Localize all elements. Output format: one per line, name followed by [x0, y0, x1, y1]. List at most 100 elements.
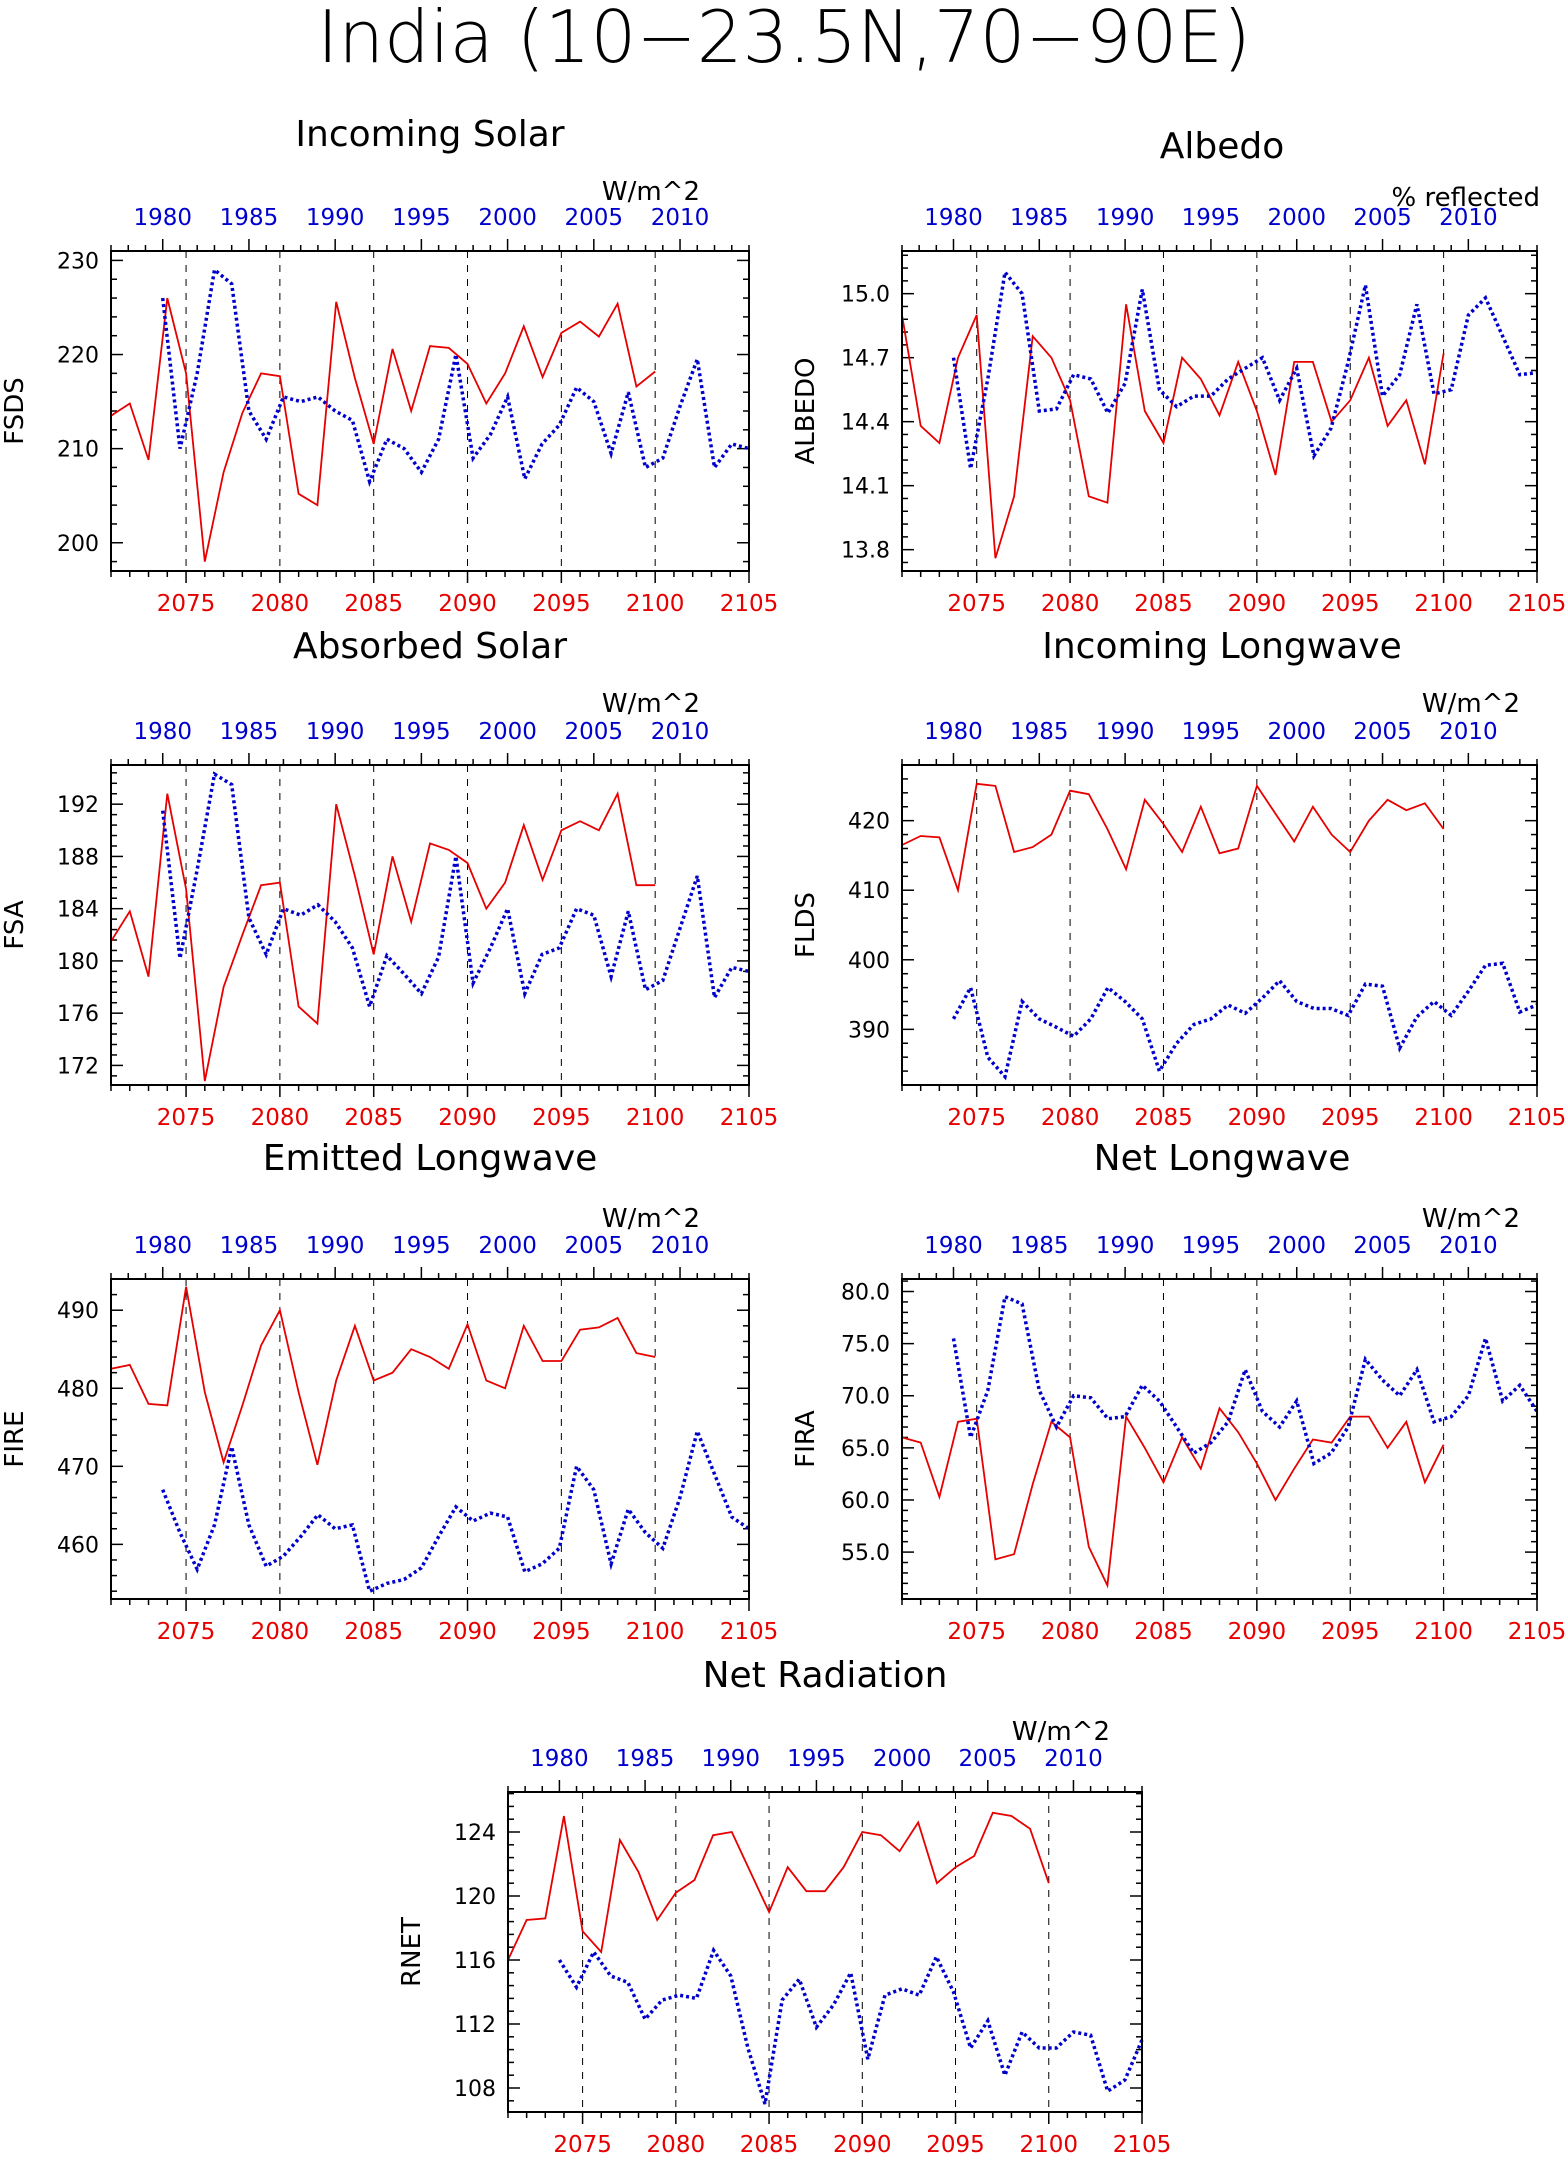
x-tick-label: 2080	[251, 1105, 310, 1131]
historical-series-line	[951, 961, 1538, 1081]
panel-title: Incoming Longwave	[1042, 626, 1402, 667]
plot-frame	[110, 764, 750, 1086]
x-top-tick-label: 1980	[133, 205, 192, 231]
x-tick-label: 2075	[157, 591, 216, 617]
x-top-tick-label: 1980	[924, 205, 983, 231]
x-top-tick-label: 1985	[220, 719, 279, 745]
plot-frame	[110, 250, 750, 572]
y-axis-label: RNET	[397, 1917, 427, 1987]
x-top-tick-label: 2005	[1353, 1233, 1412, 1259]
x-top-tick-label: 1990	[306, 719, 365, 745]
y-tick-label: 420	[848, 810, 890, 835]
y-tick-label: 480	[57, 1377, 99, 1402]
x-tick-label: 2080	[647, 2132, 706, 2158]
x-tick-label: 2100	[1414, 591, 1473, 617]
x-tick-label: 2075	[157, 1105, 216, 1131]
y-tick-label: 172	[57, 1054, 99, 1079]
y-tick-label: 220	[57, 344, 99, 369]
plot-frame	[901, 250, 1538, 572]
main-title: India (10−23.5N,70−90E)	[317, 0, 1251, 79]
x-top-tick-label: 1995	[392, 1233, 451, 1259]
x-top-tick-label: 1990	[306, 205, 365, 231]
x-top-tick-label: 2010	[1439, 719, 1498, 745]
x-tick-label: 2105	[720, 591, 779, 617]
panel-title: Albedo	[1160, 126, 1285, 167]
y-tick-label: 124	[454, 1821, 496, 1846]
x-tick-label: 2080	[251, 1619, 310, 1645]
x-tick-label: 2090	[1228, 1105, 1287, 1131]
x-tick-label: 2075	[157, 1619, 216, 1645]
x-tick-label: 2085	[1134, 591, 1193, 617]
plot-frame	[901, 764, 1538, 1086]
units-label: W/m^2	[602, 177, 700, 207]
y-tick-label: 116	[454, 1949, 496, 1974]
future-series-line	[110, 1286, 656, 1466]
x-top-tick-label: 1980	[133, 719, 192, 745]
panel-title: Net Longwave	[1094, 1138, 1351, 1179]
x-tick-label: 2100	[626, 1619, 685, 1645]
x-top-tick-label: 1990	[306, 1233, 365, 1259]
x-top-tick-label: 2000	[1267, 719, 1326, 745]
x-top-tick-label: 1985	[1010, 1233, 1069, 1259]
x-tick-label: 2105	[1508, 591, 1567, 617]
x-top-tick-label: 2000	[478, 205, 537, 231]
plot-frame	[110, 1278, 750, 1600]
y-tick-label: 15.0	[841, 283, 890, 308]
x-tick-label: 2085	[740, 2132, 799, 2158]
y-axis-label: ALBEDO	[791, 357, 821, 464]
x-top-tick-label: 2010	[1439, 205, 1498, 231]
x-top-tick-label: 1995	[392, 719, 451, 745]
x-tick-label: 2090	[833, 2132, 892, 2158]
y-tick-label: 192	[57, 793, 99, 818]
future-series-line	[110, 297, 656, 562]
x-top-tick-label: 1990	[1096, 719, 1155, 745]
x-top-tick-label: 1985	[616, 1746, 675, 1772]
x-tick-label: 2090	[438, 591, 497, 617]
panel-fira: Net Longwave W/m^2 FIRA 2075 2080 2085 2090 209…	[791, 1138, 1566, 1645]
x-top-tick-label: 2010	[1044, 1746, 1103, 1772]
x-tick-label: 2095	[532, 591, 591, 617]
units-label: W/m^2	[602, 1204, 700, 1234]
y-axis-label: FIRE	[0, 1410, 30, 1467]
y-tick-label: 120	[454, 1885, 496, 1910]
x-tick-label: 2095	[926, 2132, 985, 2158]
x-tick-label: 2090	[438, 1619, 497, 1645]
panel-title: Incoming Solar	[295, 114, 564, 155]
x-tick-label: 2090	[1228, 591, 1287, 617]
x-top-tick-label: 2005	[565, 205, 624, 231]
panel-fsds: Incoming Solar W/m^2 FSDS 2075 2080 2085 2090 2…	[0, 114, 778, 617]
x-top-tick-label: 1990	[1096, 1233, 1155, 1259]
x-tick-label: 2080	[1041, 1105, 1100, 1131]
y-tick-label: 14.4	[841, 411, 890, 436]
y-tick-label: 80.0	[841, 1281, 890, 1306]
historical-series-line	[951, 268, 1538, 469]
x-top-tick-label: 1980	[530, 1746, 589, 1772]
x-tick-label: 2090	[438, 1105, 497, 1131]
panel-title: Absorbed Solar	[293, 626, 567, 667]
x-top-tick-label: 2000	[478, 1233, 537, 1259]
x-tick-label: 2075	[553, 2132, 612, 2158]
y-axis-label: FLDS	[791, 892, 821, 958]
x-tick-label: 2100	[1414, 1105, 1473, 1131]
future-series-line	[901, 304, 1445, 559]
future-series-line	[901, 782, 1445, 894]
historical-series-line	[951, 1294, 1539, 1467]
x-top-tick-label: 1995	[392, 205, 451, 231]
x-tick-label: 2095	[532, 1619, 591, 1645]
y-tick-label: 470	[57, 1455, 99, 1480]
x-top-tick-label: 1995	[1182, 719, 1241, 745]
x-top-tick-label: 1990	[1096, 205, 1155, 231]
x-tick-label: 2105	[1508, 1619, 1567, 1645]
panel-rnet: Net Radiation W/m^2 RNET 2075 2080 2085 2090 20…	[397, 1655, 1171, 2158]
y-tick-label: 55.0	[841, 1541, 890, 1566]
y-tick-label: 13.8	[841, 539, 890, 564]
x-top-tick-label: 1985	[1010, 719, 1069, 745]
historical-series-line	[160, 266, 750, 487]
x-tick-label: 2075	[947, 1619, 1006, 1645]
x-tick-label: 2100	[1019, 2132, 1078, 2158]
y-tick-label: 490	[57, 1299, 99, 1324]
y-tick-label: 112	[454, 2013, 496, 2038]
x-top-tick-label: 1980	[924, 719, 983, 745]
y-tick-label: 184	[57, 898, 99, 923]
x-top-tick-label: 1995	[1182, 205, 1241, 231]
